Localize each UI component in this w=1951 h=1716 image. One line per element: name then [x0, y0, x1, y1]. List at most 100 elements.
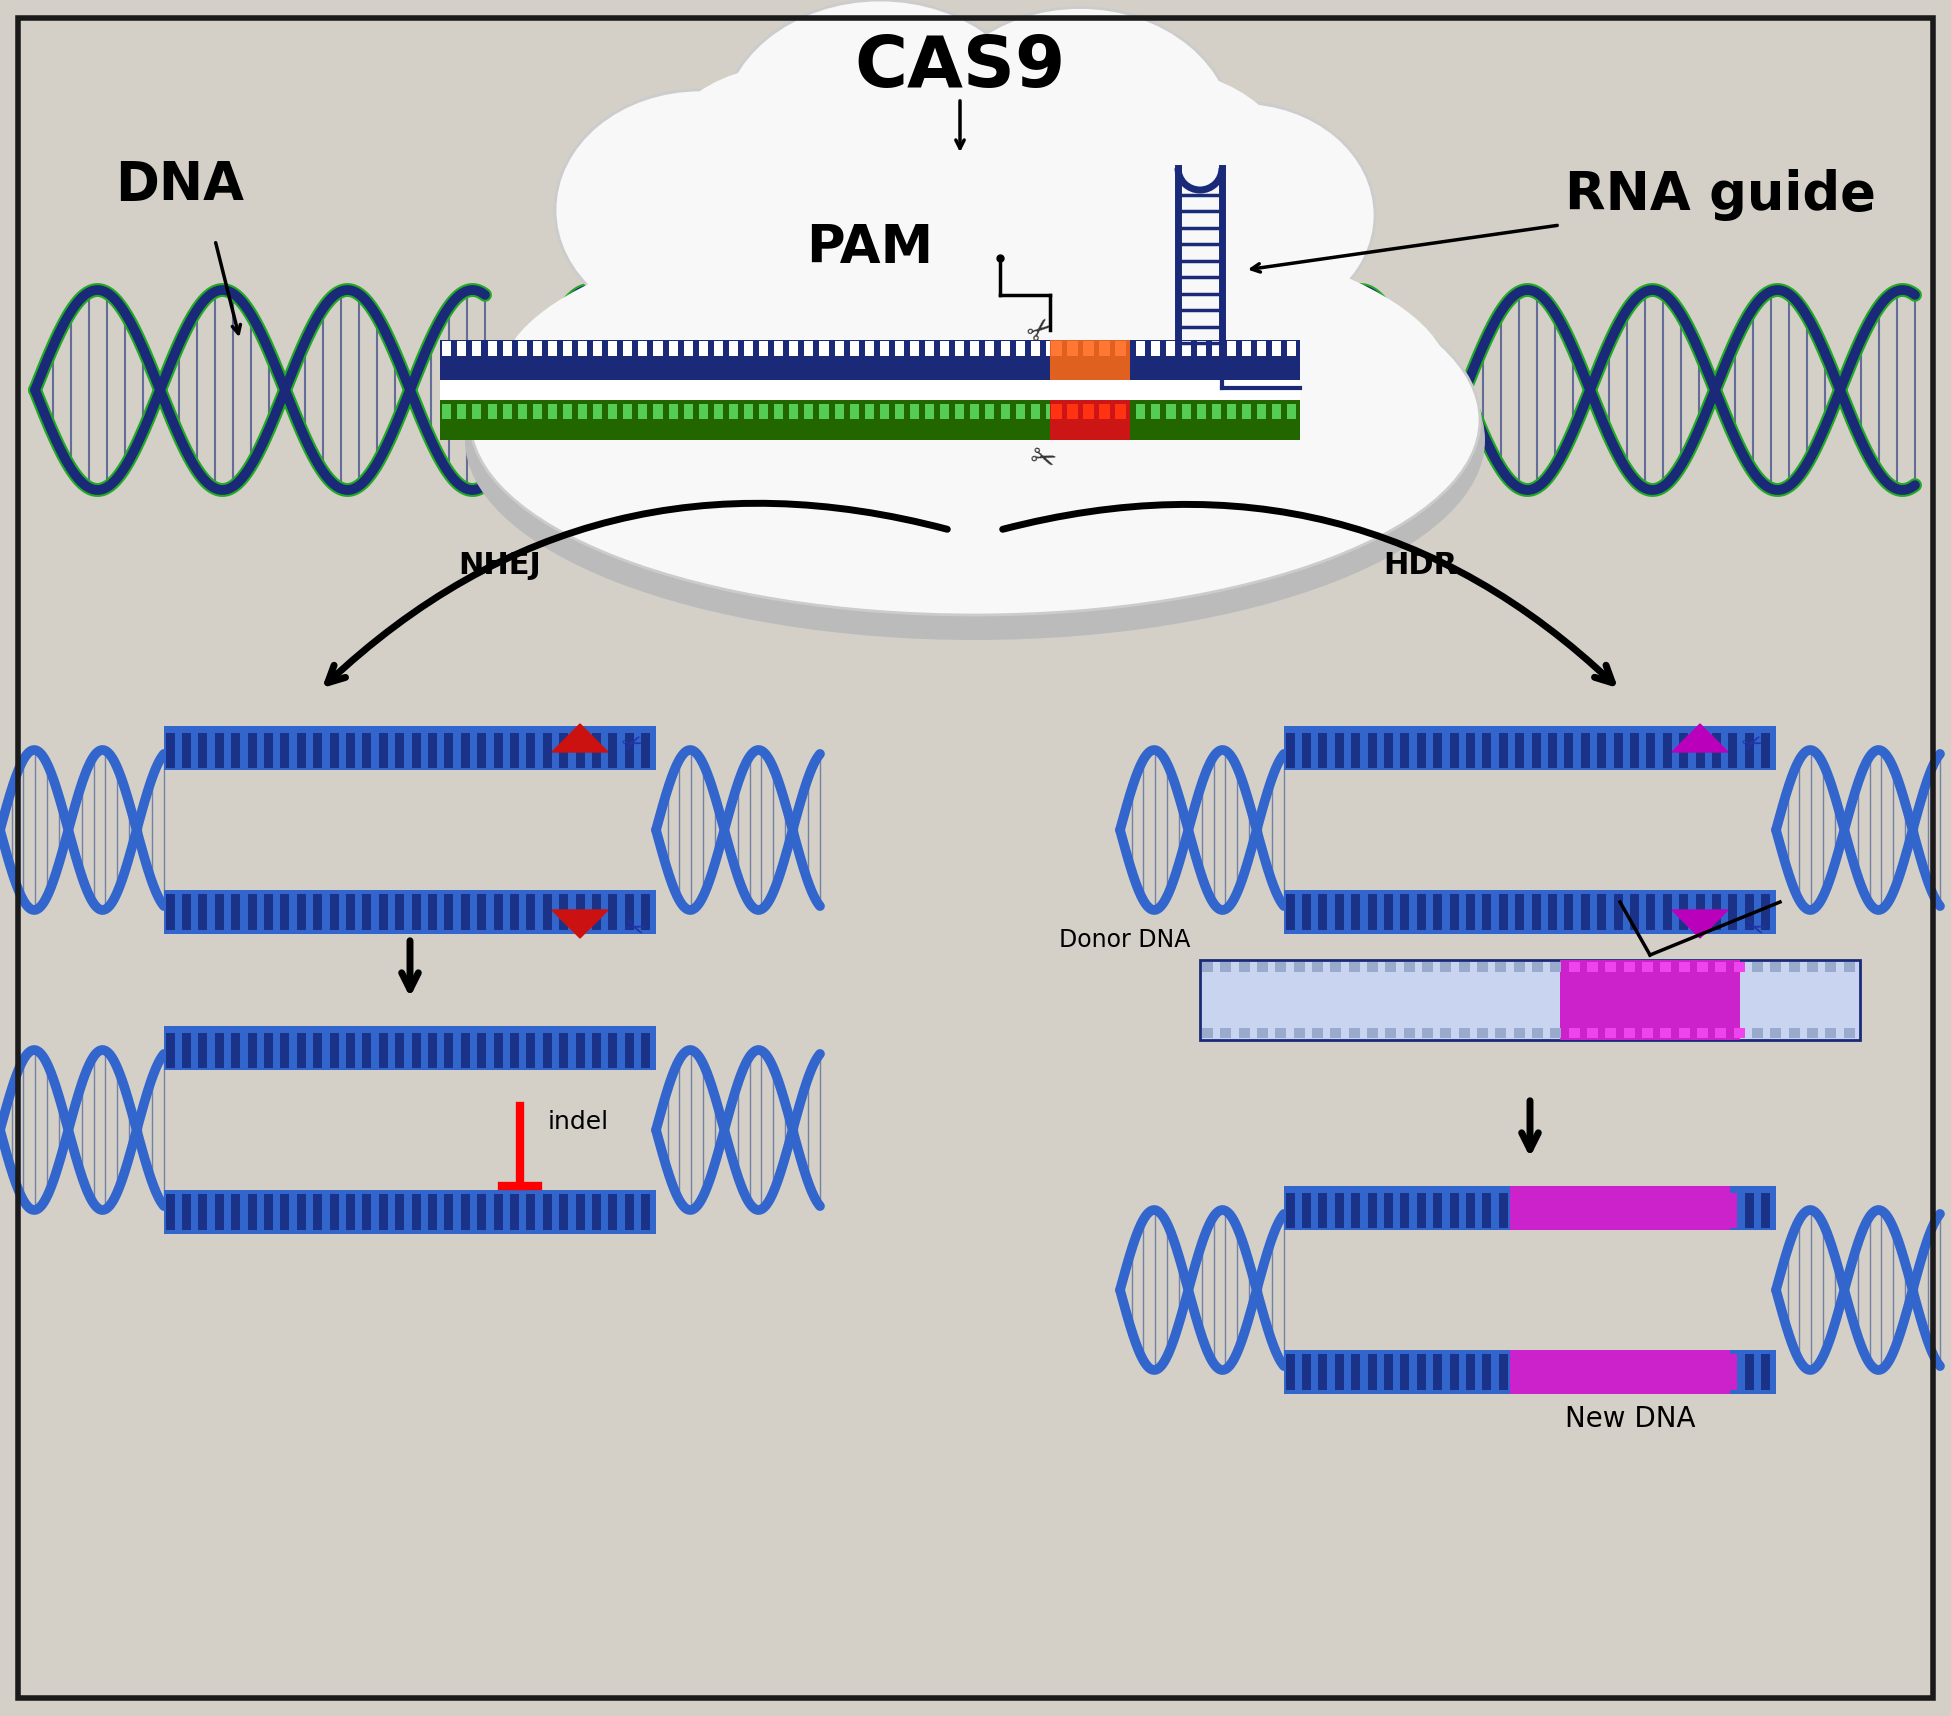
- Bar: [542, 733, 552, 767]
- Bar: [1368, 1028, 1377, 1038]
- Bar: [215, 1033, 224, 1067]
- Bar: [1434, 1193, 1442, 1229]
- Bar: [494, 894, 503, 930]
- Text: indel: indel: [548, 1110, 609, 1134]
- Bar: [1122, 403, 1130, 419]
- Bar: [1286, 1354, 1295, 1390]
- Bar: [1580, 894, 1590, 930]
- Bar: [642, 733, 650, 767]
- Bar: [412, 894, 421, 930]
- Bar: [1613, 1354, 1623, 1390]
- Bar: [441, 340, 1299, 379]
- Bar: [1167, 341, 1176, 355]
- Bar: [864, 403, 874, 419]
- Bar: [1243, 403, 1251, 419]
- Bar: [1319, 1193, 1327, 1229]
- Bar: [166, 894, 176, 930]
- Bar: [1744, 1354, 1754, 1390]
- Text: ✂: ✂: [1024, 443, 1059, 479]
- Bar: [1067, 403, 1079, 419]
- Bar: [412, 1033, 421, 1067]
- Bar: [363, 894, 371, 930]
- Bar: [1613, 1193, 1623, 1229]
- Bar: [1219, 1028, 1231, 1038]
- Bar: [1770, 963, 1781, 971]
- Bar: [1713, 1193, 1721, 1229]
- Bar: [1514, 1028, 1524, 1038]
- Bar: [956, 403, 964, 419]
- Bar: [1046, 341, 1055, 355]
- Bar: [593, 341, 603, 355]
- Bar: [166, 1033, 176, 1067]
- Bar: [925, 341, 935, 355]
- Bar: [609, 341, 617, 355]
- Bar: [970, 403, 979, 419]
- Bar: [775, 403, 782, 419]
- Bar: [527, 1033, 535, 1067]
- Bar: [1606, 1028, 1615, 1038]
- Bar: [1514, 963, 1524, 971]
- Bar: [1001, 403, 1009, 419]
- Bar: [1844, 963, 1855, 971]
- Bar: [1416, 894, 1426, 930]
- Bar: [1106, 341, 1116, 355]
- Bar: [297, 1033, 306, 1067]
- Bar: [533, 341, 542, 355]
- Bar: [460, 733, 470, 767]
- Bar: [460, 1033, 470, 1067]
- Bar: [1272, 341, 1282, 355]
- Bar: [560, 1194, 568, 1230]
- Bar: [542, 1033, 552, 1067]
- Bar: [1565, 1354, 1573, 1390]
- Bar: [1450, 894, 1459, 930]
- Bar: [1643, 963, 1652, 971]
- Bar: [1401, 1354, 1409, 1390]
- Ellipse shape: [499, 214, 1450, 546]
- Bar: [1135, 403, 1145, 419]
- Bar: [445, 733, 453, 767]
- Bar: [1368, 1193, 1377, 1229]
- Bar: [1762, 894, 1770, 930]
- Bar: [1383, 1354, 1393, 1390]
- Ellipse shape: [925, 7, 1235, 263]
- Bar: [1294, 963, 1305, 971]
- Bar: [1098, 403, 1110, 419]
- Bar: [1288, 341, 1295, 355]
- Bar: [985, 341, 995, 355]
- Bar: [1532, 1193, 1541, 1229]
- Bar: [396, 1194, 404, 1230]
- Bar: [457, 341, 466, 355]
- Bar: [1807, 1028, 1818, 1038]
- Bar: [330, 894, 339, 930]
- Bar: [1715, 1028, 1727, 1038]
- Bar: [494, 1033, 503, 1067]
- Bar: [1532, 894, 1541, 930]
- Bar: [1598, 1354, 1606, 1390]
- Bar: [503, 341, 511, 355]
- Bar: [790, 341, 798, 355]
- Bar: [849, 403, 858, 419]
- Bar: [593, 403, 603, 419]
- Bar: [1647, 733, 1656, 767]
- Bar: [478, 1194, 486, 1230]
- Bar: [1586, 963, 1598, 971]
- Bar: [263, 1033, 273, 1067]
- Bar: [457, 403, 466, 419]
- Text: ✂: ✂: [1022, 311, 1061, 350]
- Bar: [1091, 403, 1100, 419]
- Text: RNA guide: RNA guide: [1565, 168, 1875, 221]
- Bar: [1212, 403, 1221, 419]
- Bar: [215, 733, 224, 767]
- Bar: [1256, 1028, 1268, 1038]
- Bar: [849, 341, 858, 355]
- Bar: [1030, 341, 1040, 355]
- Bar: [1239, 963, 1251, 971]
- Bar: [1348, 1028, 1360, 1038]
- Bar: [591, 1194, 601, 1230]
- Bar: [1770, 1028, 1781, 1038]
- Bar: [1662, 894, 1672, 930]
- Bar: [503, 403, 511, 419]
- Ellipse shape: [1104, 103, 1375, 328]
- Bar: [1494, 1028, 1506, 1038]
- Bar: [164, 1189, 656, 1234]
